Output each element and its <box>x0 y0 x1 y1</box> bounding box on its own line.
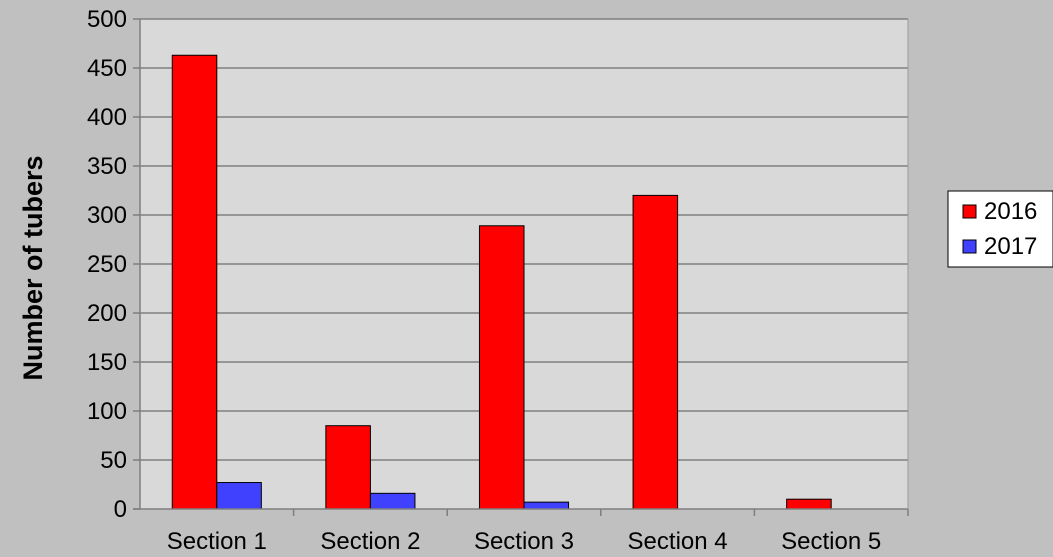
bar-2016-section-1 <box>171 54 218 510</box>
bar-2016-section-4 <box>632 194 679 510</box>
y-tick-label: 250 <box>87 251 127 278</box>
y-tick-label: 200 <box>87 300 127 327</box>
y-tick-label: 300 <box>87 202 127 229</box>
y-tick-label: 350 <box>87 153 127 180</box>
bar-2016-section-3 <box>478 225 525 510</box>
x-tick-label: Section 5 <box>781 528 881 552</box>
y-tick-label: 500 <box>87 6 127 33</box>
y-tick-label: 400 <box>87 104 127 131</box>
legend-label-2017: 2017 <box>984 233 1037 260</box>
bar-2016-section-5 <box>786 498 832 510</box>
x-tick-label: Section 3 <box>474 528 574 552</box>
y-tick-label: 100 <box>87 398 127 425</box>
bar-2017-section-3 <box>523 501 570 510</box>
y-axis-label: Number of tubers <box>18 155 48 380</box>
y-tick-label: 150 <box>87 349 127 376</box>
legend-label-2016: 2016 <box>984 198 1037 225</box>
y-tick-labels: 0 50 100 150 200 250 300 350 400 450 500 <box>87 6 127 523</box>
axes <box>133 19 909 510</box>
bars <box>171 54 832 510</box>
y-tick-label: 50 <box>100 447 127 474</box>
x-tick-label: Section 1 <box>167 528 267 552</box>
bar-2016-section-2 <box>325 425 371 510</box>
x-tick-label: Section 4 <box>628 528 728 552</box>
legend: 2016 2017 <box>947 190 1053 268</box>
bar-2017-section-1 <box>216 482 262 510</box>
legend-box <box>947 190 1053 268</box>
x-tick-labels: Section 1 Section 2 Section 3 Section 4 Sect… <box>167 528 881 555</box>
legend-swatch-2016 <box>962 204 977 219</box>
legend-swatch-2017 <box>962 239 977 254</box>
y-tick-label: 450 <box>87 55 127 82</box>
y-tick-label: 0 <box>114 496 127 523</box>
x-tick-label: Section 2 <box>320 528 420 552</box>
bar-2017-section-2 <box>369 492 416 510</box>
